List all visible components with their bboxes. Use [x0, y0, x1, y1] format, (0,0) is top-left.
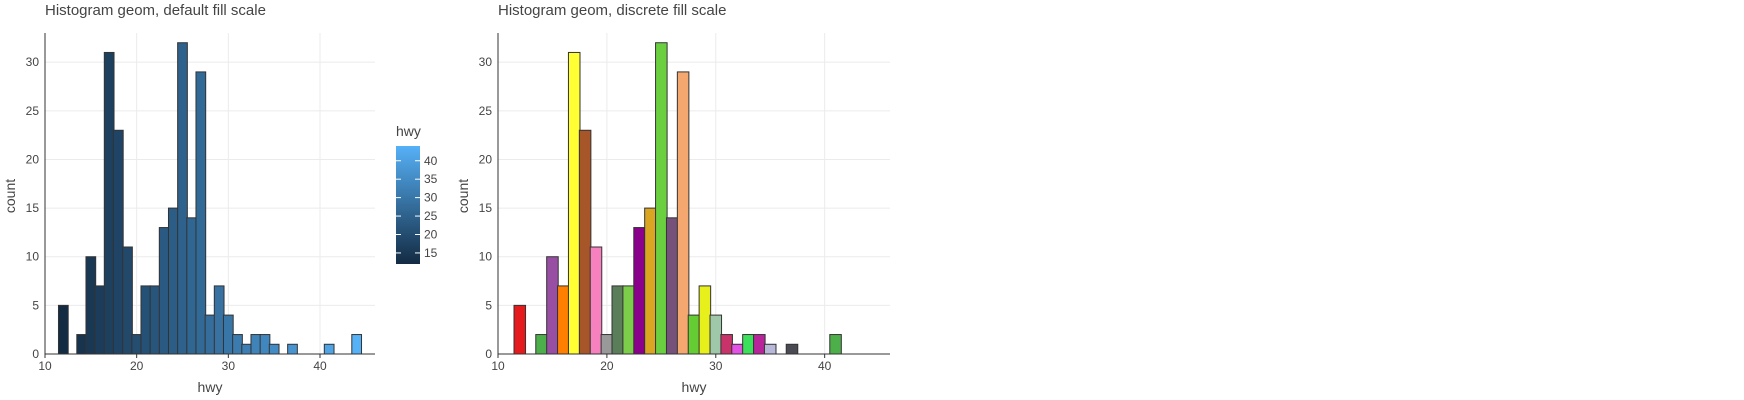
- histogram-bar: [720, 334, 733, 355]
- y-tick-label: 10: [26, 250, 40, 264]
- y-tick-label: 25: [26, 104, 40, 118]
- y-tick-label: 30: [26, 55, 40, 69]
- histogram-bar: [268, 343, 280, 355]
- x-tick-label: 30: [222, 359, 236, 373]
- legend: hwy 15 20 25 30 35 40: [396, 123, 438, 264]
- axes: 10 20 30 40 0 5 10 15 20 25 30: [479, 33, 890, 373]
- histogram-bar: [753, 334, 766, 355]
- y-axis-label: count: [2, 179, 18, 213]
- y-tick-label: 5: [485, 298, 492, 312]
- histogram-bar: [149, 285, 161, 355]
- histogram-bar: [557, 285, 570, 355]
- histogram-bar: [195, 71, 207, 355]
- legend-tick-label: 40: [424, 154, 438, 168]
- x-tick-label: 10: [491, 359, 505, 373]
- histogram-bar: [167, 207, 179, 355]
- y-tick-label: 0: [32, 347, 39, 361]
- x-tick-label: 10: [38, 359, 52, 373]
- histogram-bar: [578, 129, 592, 355]
- y-tick-label: 30: [479, 55, 493, 69]
- histogram-bar: [287, 343, 298, 355]
- y-tick-label: 15: [26, 201, 40, 215]
- histogram-bar: [785, 343, 799, 355]
- histogram-bar: [122, 246, 133, 355]
- histogram-bar: [131, 334, 143, 355]
- x-axis-label: hwy: [198, 379, 223, 395]
- histogram-bar: [829, 334, 842, 355]
- legend-tick-label: 20: [424, 228, 438, 242]
- histogram-bar: [655, 42, 668, 355]
- histogram-bar: [687, 314, 701, 355]
- y-tick-label: 0: [485, 347, 492, 361]
- histogram-bar: [513, 304, 527, 355]
- legend-colorbar: [396, 146, 420, 264]
- bars: [513, 42, 842, 355]
- x-axis-label: hwy: [682, 379, 707, 395]
- histogram-bar: [676, 71, 690, 355]
- legend-title: hwy: [396, 123, 421, 139]
- x-tick-label: 20: [600, 359, 614, 373]
- y-tick-label: 20: [479, 152, 493, 166]
- histogram-bar: [742, 334, 755, 355]
- histogram-panel-default-fill: Histogram geom, default fill scale 10 20 3…: [2, 2, 438, 395]
- histogram-bar: [204, 314, 216, 355]
- y-axis-label: count: [455, 179, 471, 213]
- x-tick-label: 40: [818, 359, 832, 373]
- histogram-bar: [546, 256, 559, 355]
- histogram-bar: [600, 334, 614, 355]
- histogram-bar: [186, 217, 198, 355]
- histogram-bar: [158, 227, 170, 355]
- histogram-bar: [140, 285, 152, 355]
- histogram-bar: [250, 334, 262, 355]
- histogram-bar: [112, 129, 124, 355]
- legend-tick-label: 35: [424, 172, 438, 186]
- histogram-bar: [567, 51, 581, 355]
- histogram-bar: [611, 285, 625, 355]
- x-tick-label: 30: [709, 359, 723, 373]
- histogram-bar: [709, 314, 723, 355]
- histogram-bar: [622, 285, 635, 355]
- histogram-bar: [698, 285, 712, 355]
- histogram-bar: [589, 246, 603, 355]
- chart-title: Histogram geom, discrete fill scale: [498, 2, 726, 19]
- legend-tick-label: 25: [424, 209, 438, 223]
- histogram-bar: [94, 285, 106, 355]
- histogram-bar: [665, 217, 679, 355]
- histogram-bar: [85, 256, 97, 355]
- histogram-bar: [232, 334, 243, 355]
- bars: [57, 42, 363, 355]
- histogram-bar: [259, 334, 271, 355]
- histogram-bar: [76, 334, 88, 355]
- histogram-bar: [644, 207, 657, 355]
- histogram-bar: [177, 42, 188, 355]
- histogram-bar: [222, 314, 234, 355]
- histogram-bar: [241, 343, 253, 355]
- histogram-bar: [633, 227, 646, 355]
- legend-tick-label: 30: [424, 191, 438, 205]
- histogram-bar: [535, 334, 548, 355]
- histogram-bar: [763, 343, 777, 355]
- y-tick-label: 5: [32, 298, 39, 312]
- histogram-bar: [323, 343, 335, 355]
- x-tick-label: 20: [130, 359, 144, 373]
- histogram-bar: [731, 343, 744, 355]
- histogram-bar: [57, 304, 69, 355]
- legend-tick-label: 15: [424, 246, 438, 260]
- histogram-bar: [103, 51, 115, 355]
- histogram-panel-discrete-fill: Histogram geom, discrete fill scale 10 20…: [455, 2, 890, 395]
- histogram-bar: [351, 334, 363, 355]
- x-tick-label: 40: [313, 359, 327, 373]
- axes: 10 20 30 40 0 5 10 15 20 25 30: [26, 33, 375, 373]
- y-tick-label: 25: [479, 104, 493, 118]
- chart-title: Histogram geom, default fill scale: [45, 2, 266, 19]
- histogram-bar: [213, 285, 225, 355]
- y-tick-label: 20: [26, 152, 40, 166]
- y-tick-label: 15: [479, 201, 493, 215]
- y-tick-label: 10: [479, 250, 493, 264]
